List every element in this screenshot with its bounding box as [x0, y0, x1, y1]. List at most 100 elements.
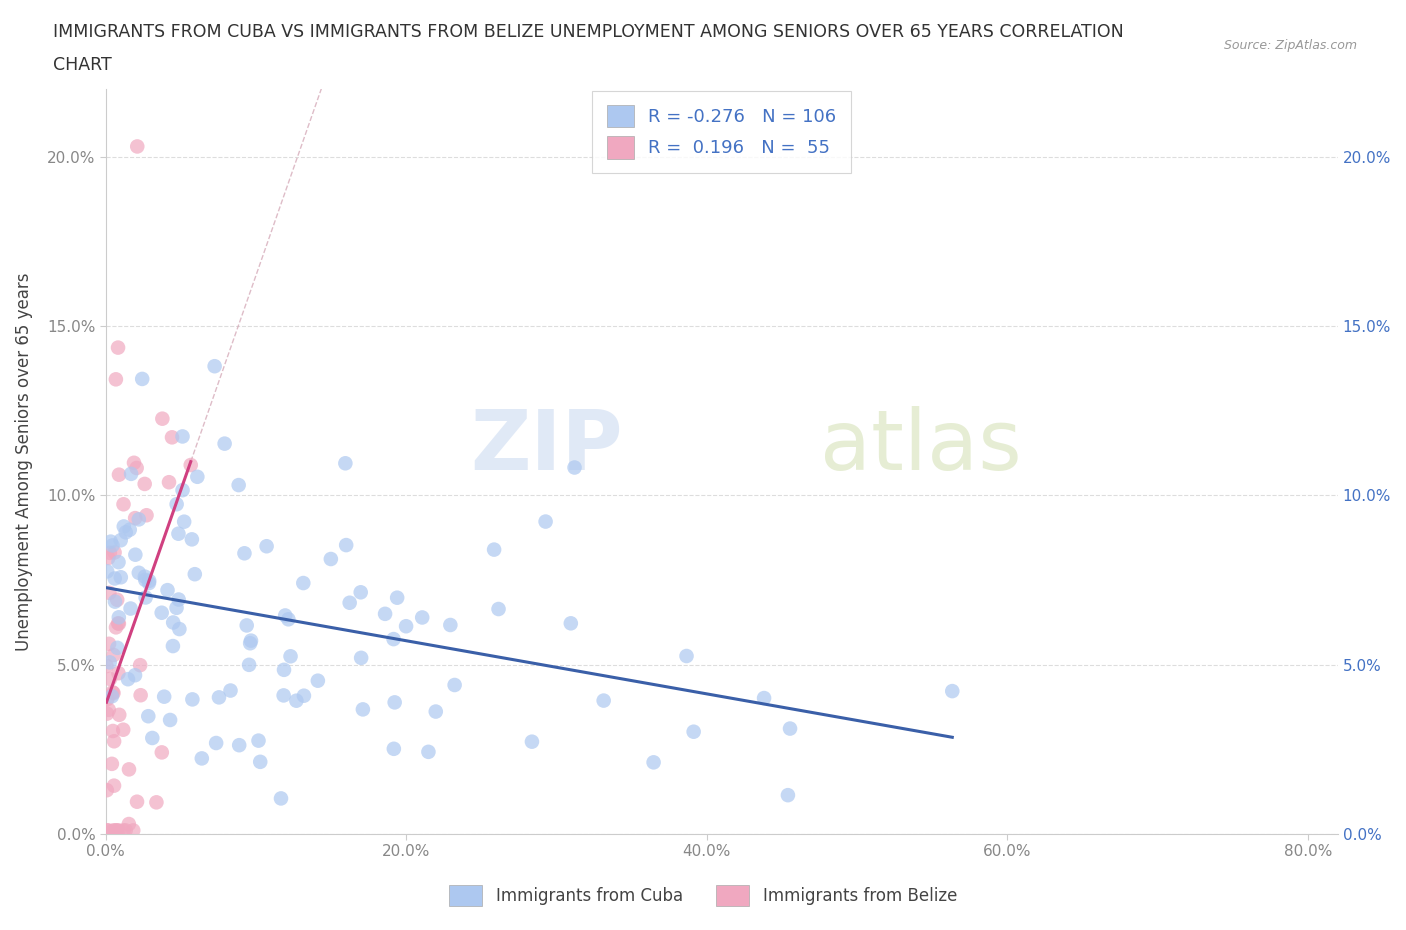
- Point: [350, 585, 373, 600]
- Point: [235, 618, 257, 632]
- Point: [98, 585, 121, 600]
- Point: [520, 735, 543, 750]
- Point: [249, 754, 271, 769]
- Point: [134, 569, 156, 584]
- Point: [108, 610, 131, 625]
- Point: [239, 636, 262, 651]
- Point: [145, 795, 167, 810]
- Point: [395, 618, 418, 633]
- Point: [382, 741, 405, 756]
- Point: [108, 467, 131, 482]
- Point: [941, 684, 963, 698]
- Point: [105, 641, 128, 656]
- Point: [169, 621, 191, 636]
- Point: [101, 756, 124, 771]
- Point: [228, 737, 250, 752]
- Point: [382, 631, 405, 646]
- Point: [96, 564, 118, 578]
- Point: [280, 649, 302, 664]
- Point: [443, 678, 465, 693]
- Point: [125, 794, 148, 809]
- Point: [153, 689, 176, 704]
- Point: [273, 688, 295, 703]
- Point: [779, 721, 801, 736]
- Point: [339, 595, 361, 610]
- Point: [186, 470, 208, 485]
- Point: [488, 602, 510, 617]
- Point: [104, 372, 127, 387]
- Point: [107, 666, 129, 681]
- Point: [335, 456, 357, 471]
- Point: [112, 723, 135, 737]
- Point: [101, 689, 124, 704]
- Point: [112, 497, 135, 512]
- Point: [104, 594, 127, 609]
- Point: [134, 476, 156, 491]
- Point: [97, 702, 120, 717]
- Point: [127, 139, 149, 153]
- Point: [675, 648, 697, 663]
- Point: [167, 526, 190, 541]
- Text: atlas: atlas: [820, 406, 1022, 487]
- Point: [103, 647, 125, 662]
- Point: [96, 692, 118, 707]
- Point: [118, 817, 141, 831]
- Point: [292, 688, 315, 703]
- Point: [418, 744, 440, 759]
- Point: [110, 570, 132, 585]
- Point: [277, 612, 299, 627]
- Point: [219, 684, 242, 698]
- Point: [120, 601, 142, 616]
- Point: [96, 658, 118, 673]
- Point: [159, 712, 181, 727]
- Point: [150, 745, 173, 760]
- Point: [180, 458, 202, 472]
- Point: [172, 483, 194, 498]
- Point: [122, 456, 145, 471]
- Point: [104, 620, 127, 635]
- Point: [157, 475, 180, 490]
- Point: [160, 430, 183, 445]
- Point: [98, 671, 121, 686]
- Point: [166, 601, 188, 616]
- Point: [150, 411, 173, 426]
- Point: [135, 590, 157, 604]
- Point: [101, 538, 124, 552]
- Point: [103, 685, 125, 700]
- Point: [172, 429, 194, 444]
- Point: [208, 690, 231, 705]
- Point: [319, 551, 342, 566]
- Point: [97, 551, 120, 565]
- Point: [752, 691, 775, 706]
- Point: [105, 823, 128, 838]
- Text: CHART: CHART: [53, 56, 112, 73]
- Point: [385, 591, 408, 605]
- Point: [204, 359, 226, 374]
- Point: [273, 662, 295, 677]
- Point: [256, 538, 278, 553]
- Point: [350, 650, 373, 665]
- Point: [425, 704, 447, 719]
- Point: [114, 525, 136, 539]
- Point: [124, 547, 146, 562]
- Point: [534, 514, 557, 529]
- Point: [124, 511, 146, 525]
- Point: [103, 734, 125, 749]
- Point: [118, 762, 141, 777]
- Point: [138, 574, 160, 589]
- Point: [776, 788, 799, 803]
- Point: [181, 692, 204, 707]
- Point: [104, 571, 127, 586]
- Point: [156, 583, 179, 598]
- Point: [292, 576, 315, 591]
- Point: [114, 823, 136, 838]
- Point: [560, 616, 582, 631]
- Point: [643, 755, 665, 770]
- Point: [128, 565, 150, 580]
- Point: [285, 693, 308, 708]
- Point: [112, 519, 135, 534]
- Point: [110, 533, 132, 548]
- Point: [101, 823, 124, 838]
- Point: [228, 478, 250, 493]
- Point: [592, 693, 614, 708]
